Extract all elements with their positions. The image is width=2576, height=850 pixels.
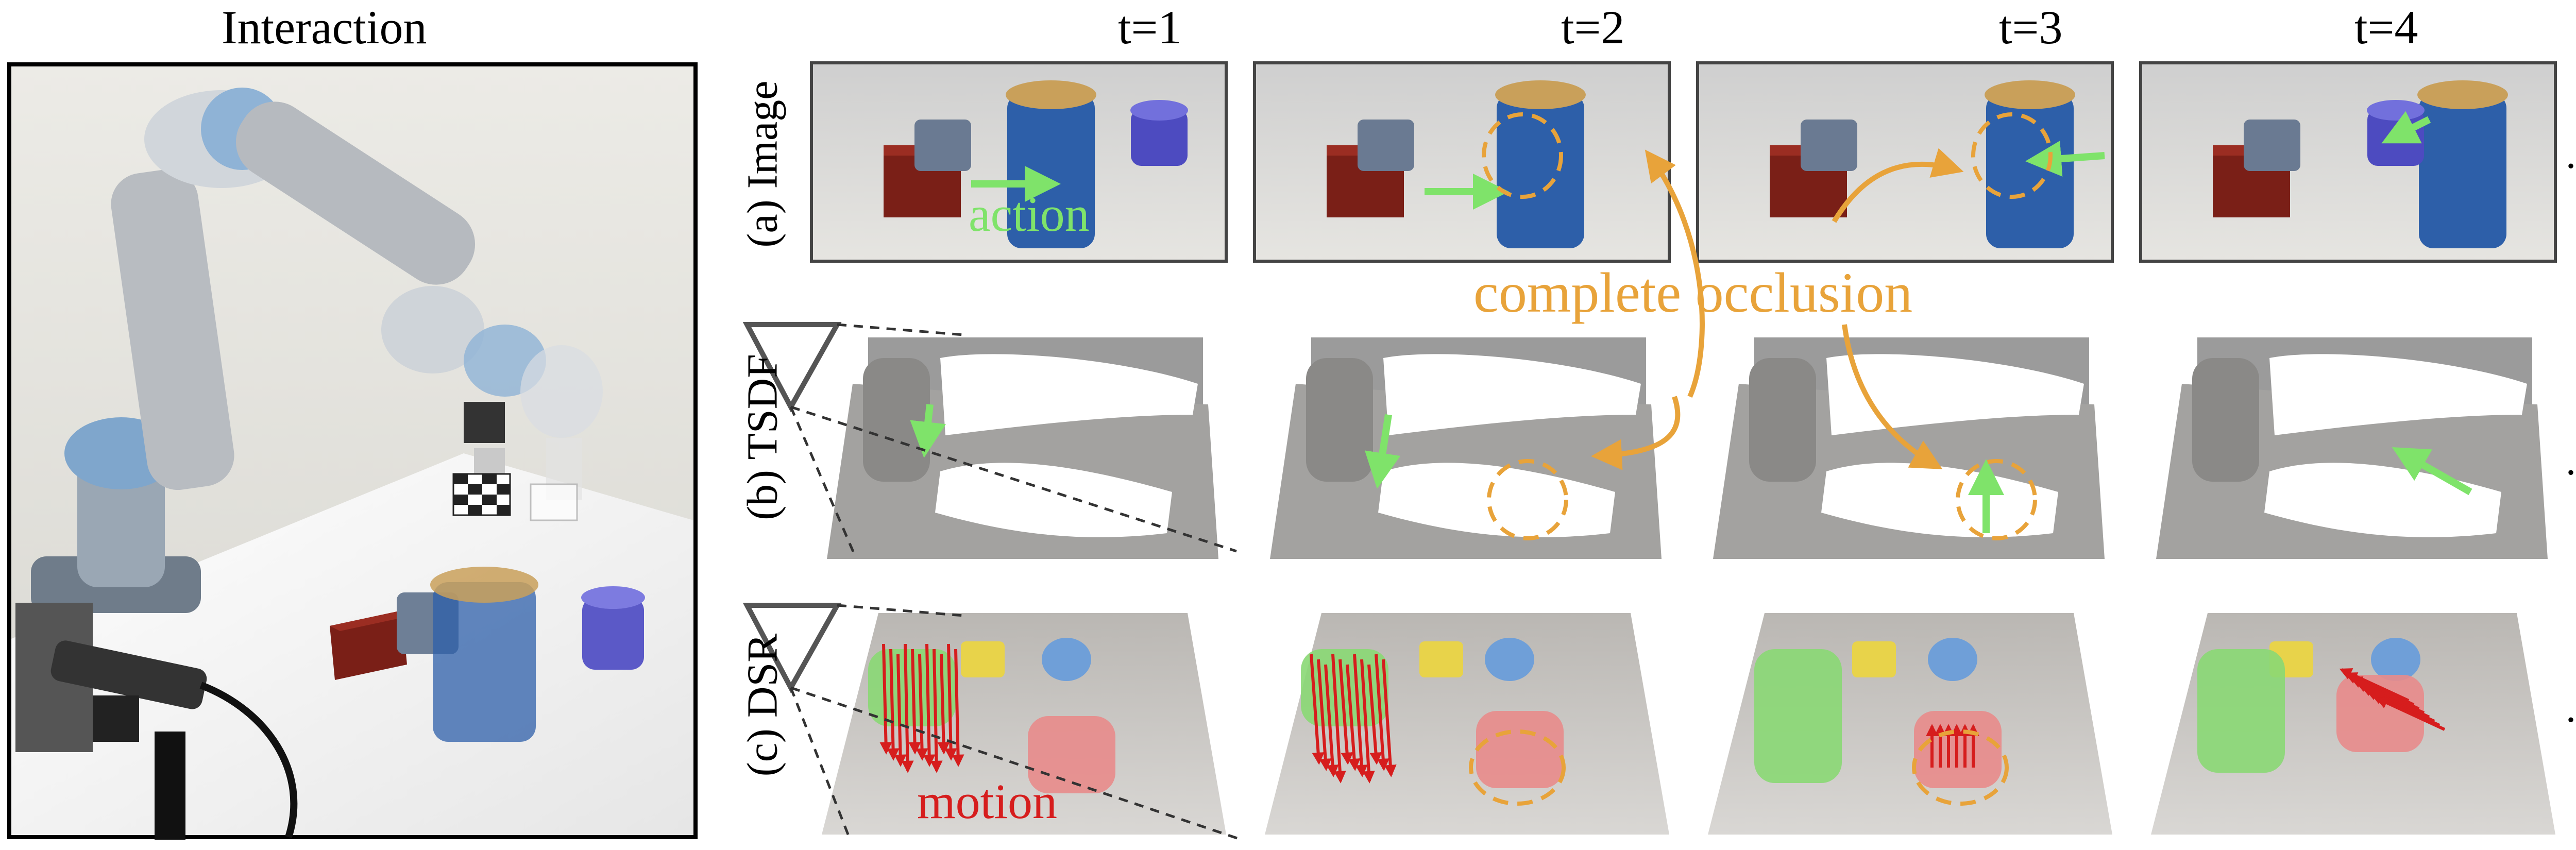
row-tsdf [827,337,2548,559]
dsr-panel-t2 [1265,613,1669,835]
row-image [810,61,2557,263]
depth-camera [50,640,298,840]
tsdf-panel-t2 [1270,337,1662,559]
image-panel-t3 [1696,61,2114,263]
dsr-panel-t1 [822,613,1226,835]
row-dsr [822,613,2555,835]
ellipsis-image: ... [2566,132,2576,177]
frustum-lines-tsdf-2 [789,406,857,557]
interaction-photo [7,62,698,840]
checkerboard-markers [452,473,578,521]
row-label-dsr: (c) DSR [738,633,787,777]
time-label-1: t=1 [1118,1,1182,54]
tsdf-panel-t1 [827,337,1218,559]
occlusion-arrows [1591,148,1964,470]
ellipsis-tsdf: ... [2566,438,2576,484]
complete-occlusion-label: complete occlusion [1473,261,1913,324]
interaction-title: Interaction [222,1,427,54]
dsr-panel-t3 [1708,613,2112,835]
image-panel-t1 [810,61,1228,263]
time-label-4: t=4 [2354,1,2418,54]
ellipsis-dsr: ... [2566,686,2576,731]
action-label: action [969,186,1090,242]
camera-frustum-icon-tsdf [742,322,1237,553]
tsdf-panel-t3 [1713,337,2105,559]
row-label-image: (a) Image [738,80,787,248]
table-objects [330,567,645,742]
dsr-panel-t4 [2151,613,2555,835]
time-label-3: t=3 [1999,1,2063,54]
time-label-2: t=2 [1561,1,1625,54]
tsdf-panel-t4 [2156,337,2548,559]
camera-frustum-icon-dsr [742,603,1242,841]
image-panel-t4 [2139,61,2557,263]
motion-label: motion [917,774,1058,829]
row-label-tsdf: (b) TSDF [738,354,787,520]
robot-arm [15,88,603,752]
image-panel-t2 [1253,61,1671,263]
